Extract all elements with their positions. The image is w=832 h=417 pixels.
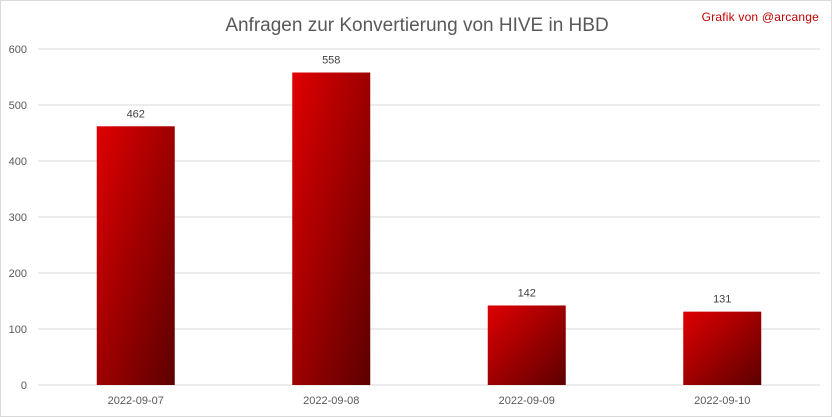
y-tick-label: 100 bbox=[9, 324, 27, 336]
chart-title: Anfragen zur Konvertierung von HIVE in H… bbox=[225, 15, 609, 36]
bar bbox=[487, 305, 566, 385]
y-tick-label: 200 bbox=[9, 268, 27, 280]
y-tick-label: 600 bbox=[9, 44, 27, 56]
y-tick-label: 0 bbox=[21, 380, 27, 392]
x-tick-label: 2022-09-07 bbox=[108, 395, 164, 407]
y-tick-label: 300 bbox=[9, 212, 27, 224]
y-tick-label: 400 bbox=[9, 156, 27, 168]
bar bbox=[96, 126, 175, 385]
x-tick-label: 2022-09-09 bbox=[499, 395, 555, 407]
data-label: 131 bbox=[713, 294, 731, 306]
y-tick-label: 500 bbox=[9, 100, 27, 112]
bar bbox=[292, 72, 371, 386]
chart-credit: Grafik von @arcange bbox=[701, 10, 819, 24]
x-tick-label: 2022-09-10 bbox=[694, 395, 750, 407]
y-axis: 0 100 200 300 400 500 600 bbox=[9, 44, 27, 392]
x-tick-label: 2022-09-08 bbox=[303, 395, 359, 407]
data-label: 462 bbox=[127, 108, 145, 120]
data-label: 558 bbox=[322, 55, 340, 67]
bar bbox=[683, 311, 762, 385]
x-axis: 2022-09-07 2022-09-08 2022-09-09 2022-09-10 bbox=[108, 395, 751, 407]
bars bbox=[96, 72, 762, 386]
data-labels: 462 558 142 131 bbox=[127, 55, 732, 306]
data-label: 142 bbox=[518, 287, 536, 299]
